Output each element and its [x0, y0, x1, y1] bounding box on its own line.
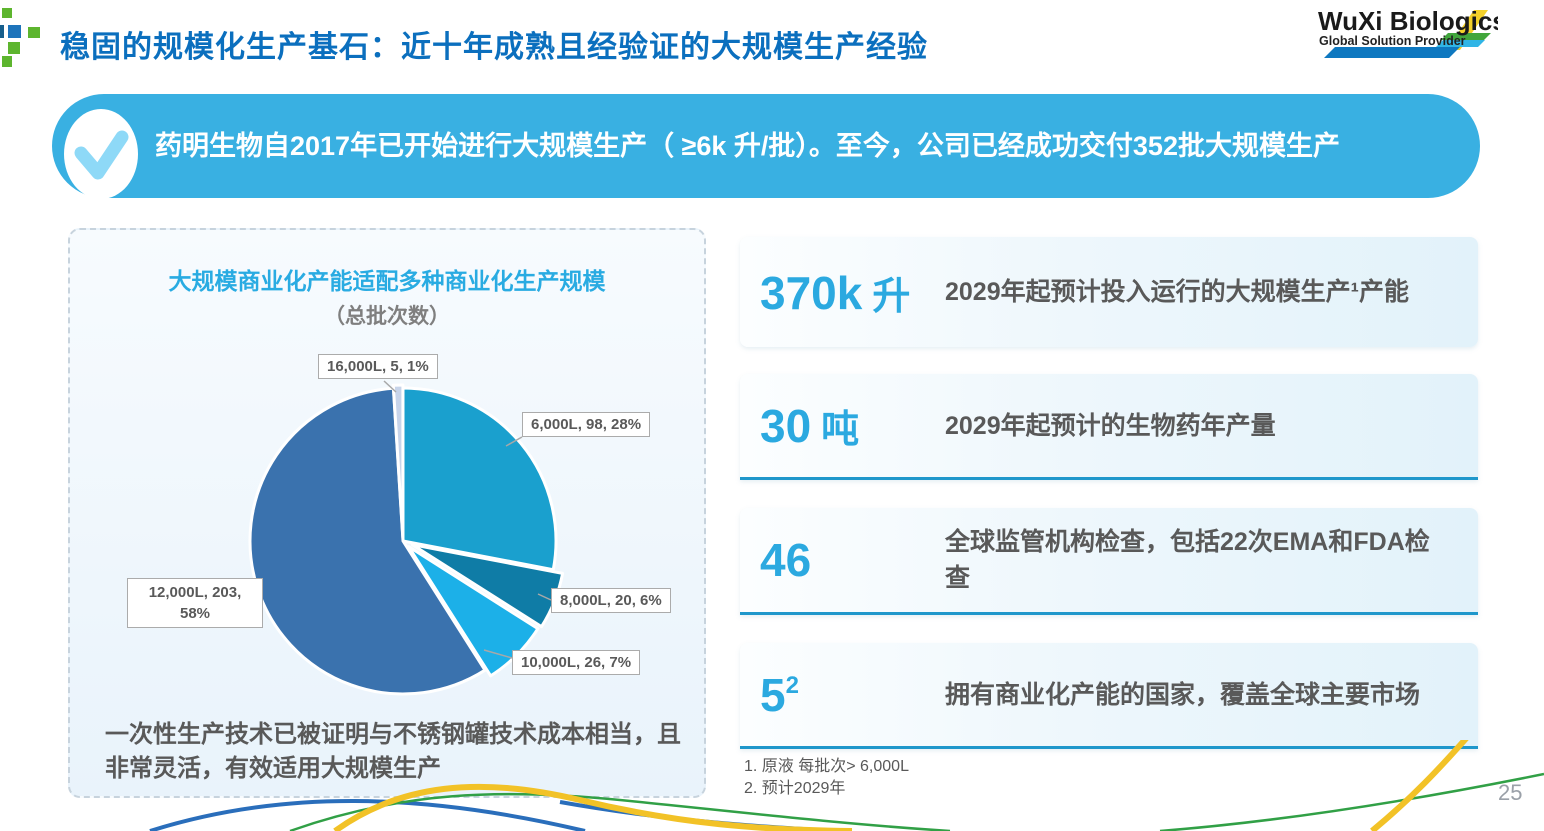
deco-square	[2, 8, 12, 18]
wuxi-biologics-logo: WuXi Biologics Global Solution Provider	[1316, 6, 1507, 64]
callout-leader-line	[483, 649, 513, 659]
panel-note: 一次性生产技术已被证明与不锈钢罐技术成本相当，且非常灵活，有效适用大规模生产	[105, 721, 681, 782]
stat-number: 46	[760, 534, 812, 586]
deco-square	[2, 56, 12, 67]
pie-chart-subtitle: （总批次数）	[324, 305, 450, 328]
deco-swoosh-curves	[149, 740, 1544, 831]
logo-name: WuXi Biologics	[1318, 6, 1498, 36]
pie-slice-label: 16,000L, 5, 1%	[318, 354, 438, 379]
footnote-2: 2. 预计2029年	[744, 780, 846, 797]
stat-value: 30 吨	[740, 398, 945, 453]
stat-card-inspections: 46 全球监管机构检查，包括22次EMA和FDA检查	[740, 508, 1478, 615]
stat-value: 370k 升	[740, 265, 945, 320]
deco-squares-icon	[0, 0, 45, 70]
pie-slice-label: 8,000L, 20, 6%	[551, 588, 671, 613]
callout-leader-line	[505, 436, 523, 447]
key-message-banner: 药明生物自2017年已开始进行大规模生产（ ≥6k 升/批）。至今，公司已经成功…	[52, 94, 1480, 199]
stat-card-countries: 52 拥有商业化产能的国家，覆盖全球主要市场	[740, 643, 1478, 749]
stat-value: 46	[740, 533, 945, 587]
pie-slice-label: 6,000L, 98, 28%	[522, 412, 651, 437]
pie-chart-title: 大规模商业化产能适配多种商业化生产规模	[168, 268, 606, 294]
checkmark-badge	[64, 109, 138, 199]
stat-card-capacity: 370k 升 2029年起预计投入运行的大规模生产¹产能	[740, 237, 1478, 347]
stat-superscript: 2	[785, 671, 799, 699]
stat-description: 2029年起预计投入运行的大规模生产¹产能	[945, 278, 1409, 306]
page-number: 25	[1498, 780, 1523, 805]
stat-description: 2029年起预计的生物药年产量	[945, 411, 1276, 440]
stat-number: 30	[760, 400, 812, 452]
deco-square	[8, 42, 20, 54]
pie-slice-label: 10,000L, 26, 7%	[512, 650, 641, 675]
stat-number: 5	[760, 668, 786, 721]
deco-square	[8, 25, 21, 38]
footnote-1: 1. 原液 每批次> 6,000L	[744, 758, 909, 775]
stat-description: 拥有商业化产能的国家，覆盖全球主要市场	[945, 680, 1421, 709]
logo-stripes-icon: WuXi Biologics Global Solution Provider	[1318, 6, 1507, 58]
pie-slice	[401, 386, 558, 572]
stat-description: 全球监管机构检查，包括22次EMA和FDA检查	[945, 528, 1430, 592]
footnotes: 1. 原液 每批次> 6,000L 2. 预计2029年	[744, 756, 909, 800]
stat-value: 52	[740, 668, 945, 722]
callout-leader-line	[383, 380, 397, 393]
checkmark-icon	[74, 130, 129, 180]
banner-text: 药明生物自2017年已开始进行大规模生产（ ≥6k 升/批）。至今，公司已经成功…	[155, 131, 1340, 161]
callout-leader-line	[537, 593, 552, 601]
stat-number: 370k	[760, 266, 863, 319]
stat-unit: 升	[872, 275, 911, 318]
logo-tagline: Global Solution Provider	[1319, 34, 1466, 48]
stat-card-output: 30 吨 2029年起预计的生物药年产量	[740, 374, 1478, 480]
stat-unit: 吨	[821, 409, 860, 451]
page-title: 稳固的规模化生产基石：近十年成熟且经验证的大规模生产经验	[60, 31, 928, 64]
pie-slice-label: 12,000L, 203, 58%	[127, 578, 263, 628]
deco-square	[28, 27, 40, 38]
deco-square	[0, 25, 4, 38]
pie-slice	[391, 383, 405, 540]
